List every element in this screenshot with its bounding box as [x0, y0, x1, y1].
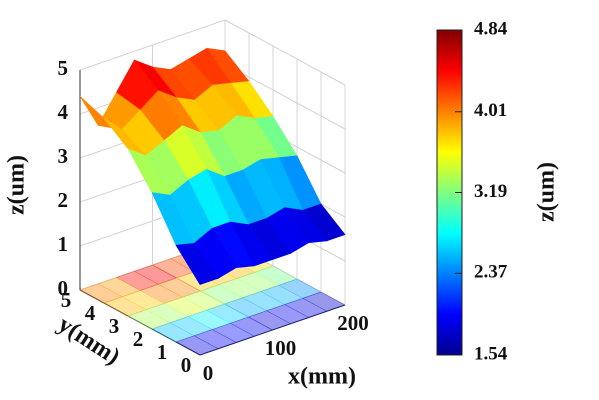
floor-cell	[242, 291, 286, 312]
floor-cell	[127, 309, 171, 330]
floor-cell	[266, 304, 310, 325]
y-tick-label: 3	[109, 314, 120, 338]
grid-line	[224, 63, 346, 130]
x-tick-label: 0	[203, 361, 214, 385]
floor-cell	[193, 329, 237, 350]
surface-cell	[175, 243, 219, 285]
colorbar-tick-label: 1.54	[474, 343, 508, 364]
z-tick-label: 3	[58, 144, 69, 168]
colorbar-tick-label: 2.37	[474, 262, 508, 283]
colorbar-tick-label: 3.19	[474, 181, 507, 202]
floor-cell	[151, 258, 196, 279]
x-tick-label: 200	[337, 311, 369, 335]
y-tick-label: 4	[85, 301, 96, 325]
floor-cell	[79, 283, 123, 304]
axis-line	[199, 304, 346, 356]
y-tick-label: 1	[157, 340, 168, 364]
floor-cell	[133, 264, 178, 285]
floor-cell	[157, 277, 202, 298]
x-axis-label: x(mm)	[288, 364, 356, 390]
floor-cell	[247, 310, 292, 331]
floor-cell	[205, 303, 250, 324]
z-tick-label: 0	[58, 276, 69, 300]
z-tick-label: 1	[58, 232, 69, 256]
floor-cell	[278, 278, 322, 299]
floor-cell	[181, 290, 226, 311]
grid-line	[224, 19, 346, 86]
floor-cell	[175, 335, 219, 356]
floor-cell	[218, 278, 262, 299]
floor-cell	[229, 316, 274, 337]
floor-cell	[254, 265, 298, 286]
colorbar-label: z(um)	[534, 162, 560, 222]
floor-cell	[103, 296, 147, 317]
grid-line	[151, 278, 298, 330]
grid-line	[127, 265, 274, 317]
axis-line	[79, 289, 201, 356]
grid-line	[175, 291, 322, 343]
floor-cell	[115, 270, 159, 291]
floor-cell	[97, 277, 141, 298]
z-tick-label: 4	[58, 100, 69, 124]
colorbar-tick-label: 4.01	[474, 100, 507, 121]
grid-line	[152, 264, 273, 331]
z-tick-label: 2	[58, 188, 69, 212]
grid-line	[79, 19, 226, 71]
floor-cell	[169, 316, 213, 337]
floor-cell	[163, 296, 207, 317]
y-tick-label: 5	[61, 288, 72, 312]
floor-cell	[145, 303, 189, 324]
colorbar-tick-label: 4.84	[474, 18, 508, 39]
floor-cell	[284, 297, 328, 318]
floor-cell	[302, 291, 346, 312]
z-tick-label: 5	[58, 56, 69, 80]
floor-cell	[260, 284, 304, 305]
y-tick-label: 0	[181, 353, 192, 377]
y-tick-label: 2	[133, 327, 144, 351]
floor-cell	[121, 290, 165, 311]
floor-cell	[199, 284, 244, 305]
floor-cell	[236, 271, 280, 292]
floor-cell	[139, 283, 183, 304]
floor-cell	[211, 322, 255, 343]
x-tick-label: 100	[265, 336, 297, 360]
floor-cell	[223, 297, 268, 318]
z-axis-label: z(um)	[4, 155, 30, 215]
floor-cell	[187, 309, 231, 330]
surface	[79, 47, 346, 285]
floor-cell	[151, 322, 195, 343]
